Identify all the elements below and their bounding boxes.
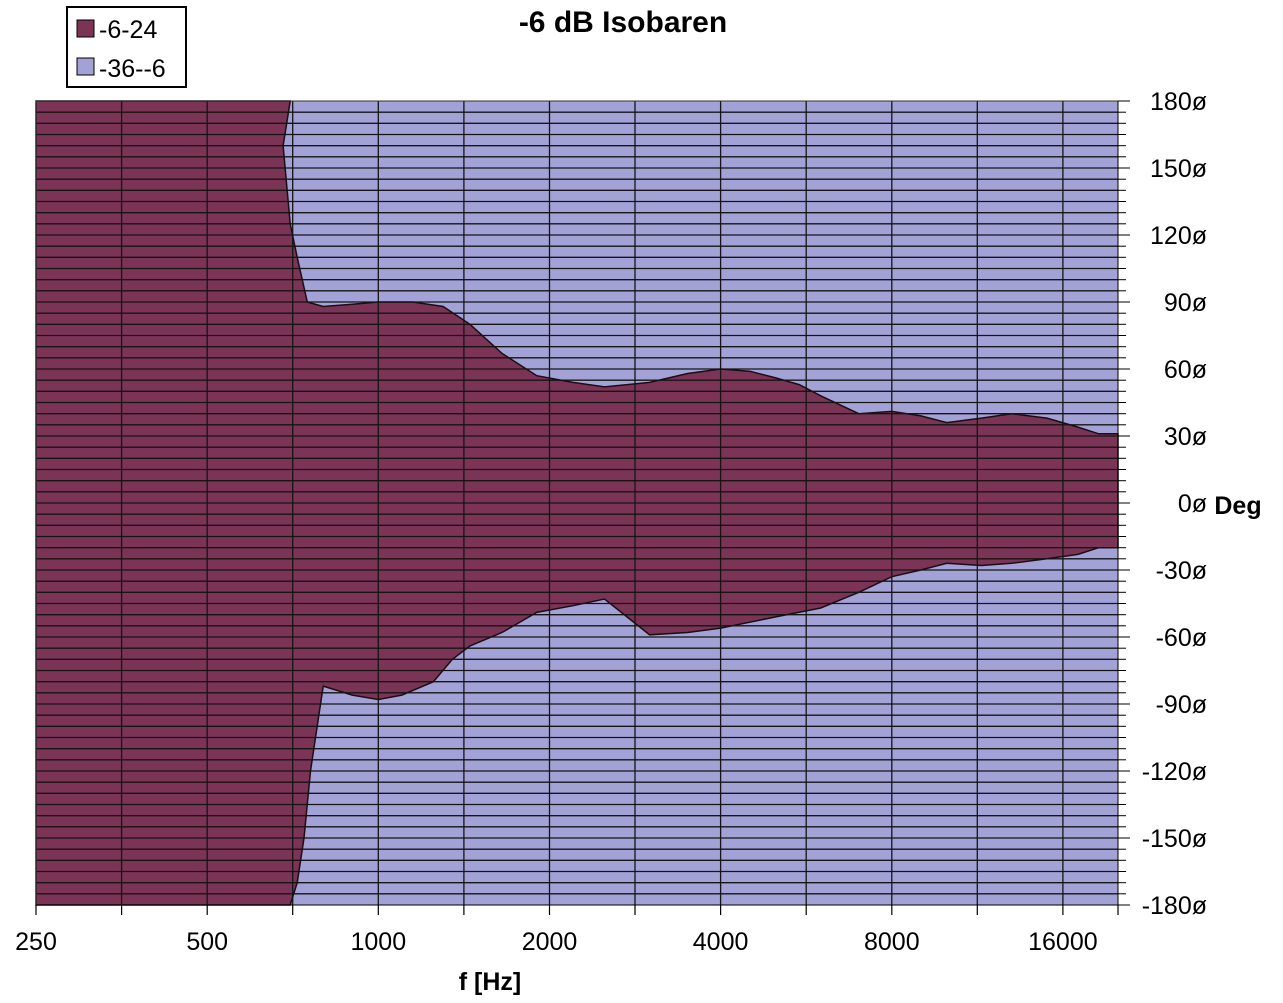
plot-area: [35, 100, 1119, 906]
x-tick-label: 250: [15, 928, 57, 956]
x-tick-label: 16000: [1028, 928, 1098, 956]
y-tick-label: -90ø: [1156, 691, 1207, 719]
y-tick-label: 120ø: [1150, 222, 1207, 250]
horizontal-gridlines: [36, 111, 1118, 895]
x-tick-label: 4000: [693, 928, 749, 956]
y-tick-label: -30ø: [1156, 557, 1207, 585]
x-tick-label: 2000: [522, 928, 578, 956]
y-tick-label: -60ø: [1156, 624, 1207, 652]
y-tick-label: 180ø: [1150, 88, 1207, 116]
y-tick-label: 150ø: [1150, 155, 1207, 183]
y-tick-label: -180ø: [1142, 892, 1207, 920]
x-tick-label: 500: [186, 928, 228, 956]
legend-label-outside: -36--6: [99, 55, 166, 83]
legend-label-inside: -6-24: [99, 16, 157, 44]
legend: -6-24 -36--6: [66, 6, 187, 88]
y-axis: 180ø 150ø 120ø 90ø 60ø 30ø 0ø -30ø -60ø -90ø -120ø…: [1117, 88, 1207, 920]
y-tick-label: -150ø: [1142, 825, 1207, 853]
chart-title: -6 dB Isobaren: [519, 6, 727, 39]
y-tick-label: 30ø: [1164, 423, 1207, 451]
legend-swatch-inside: [76, 19, 95, 38]
x-tick-label: 1000: [350, 928, 406, 956]
y-tick-label: -120ø: [1142, 758, 1207, 786]
y-tick-label: 0ø: [1178, 490, 1207, 518]
x-tick-label: 8000: [864, 928, 920, 956]
y-tick-label: 90ø: [1164, 289, 1207, 317]
x-axis: 250 500 1000 2000 4000 8000 16000: [15, 904, 1119, 956]
y-tick-label: 60ø: [1164, 356, 1207, 384]
x-axis-label: f [Hz]: [459, 968, 521, 996]
vertical-gridlines: [120, 101, 1064, 905]
y-axis-label: Deg: [1214, 492, 1261, 520]
legend-swatch-outside: [76, 57, 95, 76]
